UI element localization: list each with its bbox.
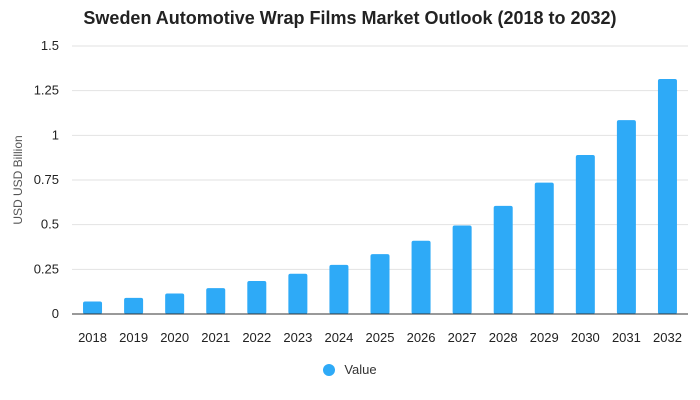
x-tick-label: 2028 xyxy=(489,330,518,345)
x-tick-label: 2025 xyxy=(366,330,395,345)
legend: Value xyxy=(0,362,700,381)
legend-marker-icon xyxy=(323,363,336,376)
gridlines xyxy=(72,45,688,270)
x-tick-label: 2020 xyxy=(160,330,189,345)
bar[interactable] xyxy=(493,205,513,314)
chart-title: Sweden Automotive Wrap Films Market Outl… xyxy=(83,8,617,28)
bar[interactable] xyxy=(657,79,677,314)
y-tick-label: 1 xyxy=(52,127,59,142)
bar[interactable] xyxy=(370,254,390,314)
y-axis-label: USD USD Billion xyxy=(11,135,25,224)
bar[interactable] xyxy=(165,293,185,314)
x-tick-label: 2032 xyxy=(653,330,682,345)
x-tick-label: 2026 xyxy=(407,330,436,345)
x-tick-label: 2029 xyxy=(530,330,559,345)
x-tick-label: 2019 xyxy=(119,330,148,345)
bar[interactable] xyxy=(411,240,431,314)
y-tick-label: 0 xyxy=(52,306,59,321)
bar[interactable] xyxy=(452,225,472,314)
y-tick-labels: 0 0.25 0.5 0.75 1 1.25 1.5 xyxy=(34,38,59,321)
y-tick-label: 1.5 xyxy=(41,38,59,53)
bar[interactable] xyxy=(288,273,308,314)
x-tick-label: 2022 xyxy=(242,330,271,345)
x-tick-label: 2018 xyxy=(78,330,107,345)
bar[interactable] xyxy=(247,280,267,314)
bar[interactable] xyxy=(534,182,554,314)
bar[interactable] xyxy=(206,288,226,314)
x-tick-label: 2027 xyxy=(448,330,477,345)
bars xyxy=(83,79,677,314)
y-tick-label: 0.75 xyxy=(34,172,59,187)
bar[interactable] xyxy=(329,264,349,314)
x-tick-label: 2021 xyxy=(201,330,230,345)
x-tick-label: 2030 xyxy=(571,330,600,345)
x-tick-label: 2023 xyxy=(283,330,312,345)
y-tick-label: 1.25 xyxy=(34,83,59,98)
legend-label: Value xyxy=(344,362,377,377)
legend-item-value[interactable]: Value xyxy=(323,362,377,377)
x-tick-labels: 2018 2019 2020 2021 2022 2023 2024 2025 2026 2027… xyxy=(78,330,682,345)
bar[interactable] xyxy=(616,120,636,314)
bar[interactable] xyxy=(83,301,103,314)
y-tick-label: 0.5 xyxy=(41,217,59,232)
y-tick-label: 0.25 xyxy=(34,261,59,276)
bar[interactable] xyxy=(124,297,144,314)
x-tick-label: 2031 xyxy=(612,330,641,345)
bar[interactable] xyxy=(575,154,595,314)
x-tick-label: 2024 xyxy=(324,330,353,345)
